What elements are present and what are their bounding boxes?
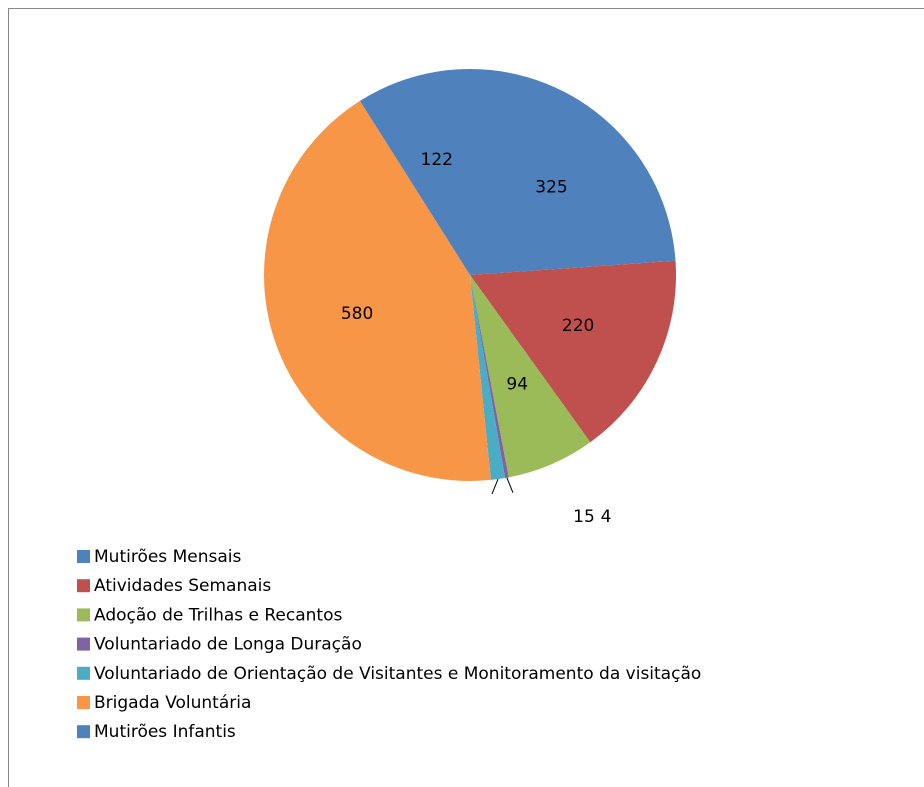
legend-swatch [77,725,90,739]
legend-label: Voluntariado de Orientação de Visitantes… [94,664,701,684]
leader-line [491,478,499,495]
legend-swatch [77,608,90,622]
legend-swatch [77,550,90,563]
data-label: 94 [506,375,528,395]
legend-label: Mutirões Mensais [94,547,241,567]
pie-slice [264,100,491,482]
legend-label: Adoção de Trilhas e Recantos [94,605,342,625]
pie-slice [359,69,470,275]
legend-swatch [77,579,90,593]
leader-line [506,477,514,493]
pie-slice [470,275,591,478]
chart-border [8,8,924,787]
data-label: 122 [421,150,453,170]
pie-slice [470,275,509,478]
data-label: 580 [341,304,373,324]
legend-swatch [77,696,90,709]
pie-slice [470,260,676,443]
legend-label: Brigada Voluntária [94,693,251,713]
data-label: 325 [535,178,567,198]
legend-label: Mutirões Infantis [94,722,236,742]
data-label: 4 [601,507,612,527]
pie-slice [470,275,506,480]
legend-label: Voluntariado de Longa Duração [94,635,362,655]
data-label: 220 [562,316,594,336]
legend-swatch [77,666,90,680]
pie-slice [470,69,676,275]
legend-swatch [77,637,90,651]
legend-label: Atividades Semanais [94,576,271,596]
data-label: 15 [573,507,595,527]
